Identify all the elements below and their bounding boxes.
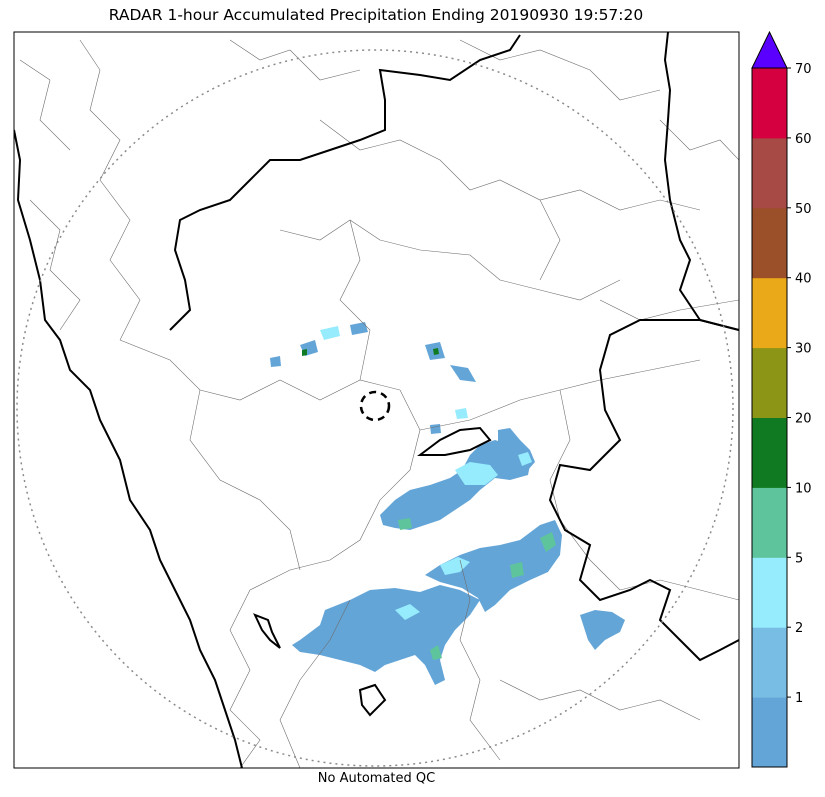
rain-patch-light-2	[440, 557, 470, 575]
colorbar-bin-4	[752, 487, 787, 558]
rain-patch-light-4	[518, 452, 532, 466]
colorbar-bin-10	[752, 68, 787, 139]
coastline	[14, 129, 243, 768]
state-border-east	[663, 32, 739, 331]
state-border-south-2	[358, 683, 387, 717]
precipitation-layer	[270, 322, 625, 685]
colorbar-tick-label: 20	[795, 412, 812, 427]
enclave-border	[417, 426, 492, 456]
colorbar-bin-5	[752, 417, 787, 488]
colorbar-bin-1	[752, 697, 787, 768]
rain-cell-north-2	[320, 326, 340, 340]
rain-patch-moderate-4	[430, 645, 442, 660]
colorbar-tick-label: 50	[795, 202, 812, 217]
state-boundaries	[14, 32, 739, 768]
rain-area-far-east	[580, 610, 625, 650]
colorbar-tick-label: 70	[795, 62, 812, 77]
colorbar-tick-label: 5	[795, 551, 803, 566]
district-boundaries	[19, 39, 739, 768]
colorbar-bin-2	[752, 627, 787, 698]
map-frame	[13, 31, 740, 769]
rain-cell-north-3	[350, 322, 368, 335]
rain-area-central	[380, 440, 530, 530]
state-border-south	[253, 613, 281, 649]
state-border-west	[169, 34, 521, 331]
rain-patch-moderate-3	[398, 518, 412, 530]
rain-patch-light-1	[455, 462, 498, 485]
colorbar-tick-label: 2	[795, 621, 803, 636]
rain-patch-light-3	[395, 604, 420, 620]
colorbar-bin-8	[752, 207, 787, 279]
rain-patch-moderate-2	[510, 562, 524, 578]
colorbar-tick-label: 30	[795, 342, 812, 357]
radar-range-ring	[16, 49, 734, 767]
colorbar-bin-6	[752, 347, 787, 418]
qc-status-label: No Automated QC	[317, 771, 436, 786]
state-border-southeast	[548, 319, 739, 662]
colorbar-extend-arrow	[751, 30, 788, 69]
rain-cell-north-9	[302, 349, 307, 356]
colorbar-tick-label: 40	[795, 272, 812, 287]
colorbar-bin-3	[752, 557, 787, 628]
rain-patch-moderate-1	[540, 532, 556, 552]
colorbar-bin-7	[752, 277, 787, 349]
rain-area-southeast	[425, 520, 562, 612]
colorbar-bin-9	[752, 137, 787, 209]
colorbar-tick-label: 1	[795, 691, 803, 706]
rain-cell-north-7	[270, 356, 281, 367]
map-title: RADAR 1-hour Accumulated Precipitation E…	[108, 6, 644, 24]
radar-site-marker	[359, 390, 391, 422]
colorbar-tick-label: 10	[795, 481, 812, 496]
rain-cell-north-10	[433, 348, 439, 355]
rain-cell-north-5	[450, 365, 476, 382]
colorbar-tick-label: 60	[795, 132, 812, 147]
rain-cell-north-6	[455, 408, 468, 419]
